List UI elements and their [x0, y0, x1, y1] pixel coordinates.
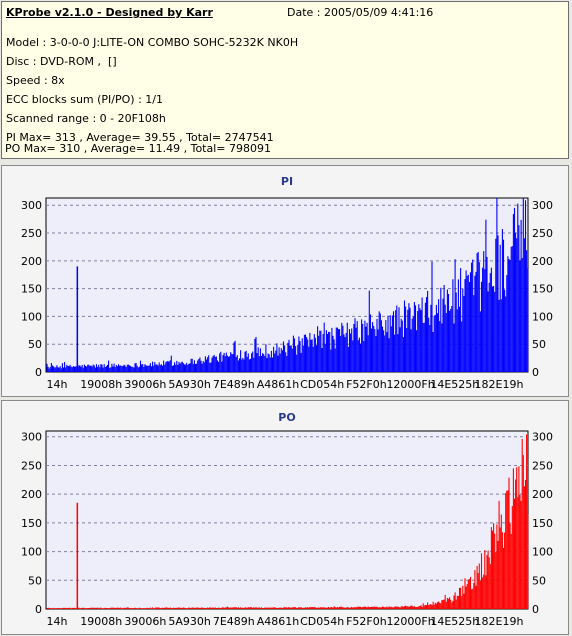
- y-tick-label-left: 150: [21, 283, 42, 296]
- y-tick-label-right: 100: [532, 310, 553, 323]
- x-tick-label: 39006h: [124, 615, 166, 628]
- x-tick-label: 7E489h: [213, 615, 255, 628]
- y-tick-label-right: 200: [532, 255, 553, 268]
- info-ecc-blocks: ECC blocks sum (PI/PO) : 1/1: [6, 93, 163, 106]
- y-tick-label-left: 200: [21, 488, 42, 501]
- scan-date: Date : 2005/05/09 4:41:16: [287, 6, 434, 19]
- pi-chart: PI 0 0 50 50 100 100 150 150 200 200 250 250 300 300 14…: [21, 175, 553, 391]
- x-tick-label: F52F0h: [346, 615, 387, 628]
- y-tick-label-right: 0: [532, 603, 539, 616]
- chart-title: PI: [281, 175, 293, 188]
- y-tick-label-right: 250: [532, 227, 553, 240]
- x-tick-label: 5A930h: [168, 615, 211, 628]
- chart-title: PO: [278, 411, 295, 424]
- y-tick-label-right: 150: [532, 283, 553, 296]
- y-tick-label-left: 150: [21, 517, 42, 530]
- info-disc: Disc : DVD-ROM , []: [6, 55, 117, 68]
- y-tick-label-right: 300: [532, 431, 553, 444]
- y-tick-label-left: 250: [21, 459, 42, 472]
- y-tick-label-left: 250: [21, 227, 42, 240]
- info-po-stats: PO Max= 310 , Average= 11.49 , Total= 79…: [5, 142, 271, 155]
- x-tick-label: 19008h: [80, 378, 122, 391]
- y-tick-label-right: 50: [532, 574, 546, 587]
- plot-area: [45, 430, 529, 610]
- x-tick-label: CD054h: [300, 615, 344, 628]
- y-tick-label-left: 300: [21, 431, 42, 444]
- y-tick-label-right: 50: [532, 338, 546, 351]
- x-tick-label: CD054h: [300, 378, 344, 391]
- info-scanned-range: Scanned range : 0 - 20F108h: [6, 112, 166, 125]
- y-tick-label-right: 100: [532, 546, 553, 559]
- y-tick-label-left: 0: [35, 603, 42, 616]
- y-tick-label-right: 200: [532, 488, 553, 501]
- info-panel: KProbe v2.1.0 - Designed by Karr Date : …: [1, 1, 569, 159]
- info-model: Model : 3-0-0-0 J:LITE-ON COMBO SOHC-523…: [6, 36, 299, 49]
- x-tick-label: 14E525h: [430, 378, 479, 391]
- x-tick-label: 5A930h: [168, 378, 211, 391]
- x-tick-label: F52F0h: [346, 378, 387, 391]
- x-tick-label: 14h: [47, 378, 68, 391]
- x-tick-label: 39006h: [124, 378, 166, 391]
- x-tick-label: A4861h: [257, 615, 300, 628]
- po-chart: PO 0 0 50 50 100 100 150 150 200 200 250 250 300 300 14…: [21, 411, 553, 628]
- pi-chart-panel: PI 0 0 50 50 100 100 150 150 200 200 250 250 300 300 14…: [1, 165, 569, 397]
- x-tick-label: 12000Fh: [386, 615, 434, 628]
- y-tick-label-right: 0: [532, 366, 539, 379]
- x-tick-label: 12000Fh: [386, 378, 434, 391]
- y-tick-label-right: 300: [532, 199, 553, 212]
- x-tick-label: 182E19h: [475, 378, 524, 391]
- x-tick-label: 182E19h: [475, 615, 524, 628]
- x-tick-label: 19008h: [80, 615, 122, 628]
- y-tick-label-right: 150: [532, 517, 553, 530]
- x-tick-label: 14E525h: [430, 615, 479, 628]
- info-speed: Speed : 8x: [6, 74, 65, 87]
- y-tick-label-left: 0: [35, 366, 42, 379]
- x-tick-label: 14h: [47, 615, 68, 628]
- app-title: KProbe v2.1.0 - Designed by Karr: [6, 6, 213, 19]
- y-tick-label-left: 200: [21, 255, 42, 268]
- y-tick-label-left: 50: [28, 338, 42, 351]
- x-tick-label: 7E489h: [213, 378, 255, 391]
- po-chart-panel: PO 0 0 50 50 100 100 150 150 200 200 250 250 300 300 14…: [1, 400, 569, 635]
- y-tick-label-left: 300: [21, 199, 42, 212]
- x-tick-label: A4861h: [257, 378, 300, 391]
- y-tick-label-left: 100: [21, 310, 42, 323]
- y-tick-label-left: 50: [28, 574, 42, 587]
- y-tick-label-right: 250: [532, 459, 553, 472]
- y-tick-label-left: 100: [21, 546, 42, 559]
- info-pi-stats: PI Max= 313 , Average= 39.55 , Total= 27…: [6, 131, 274, 144]
